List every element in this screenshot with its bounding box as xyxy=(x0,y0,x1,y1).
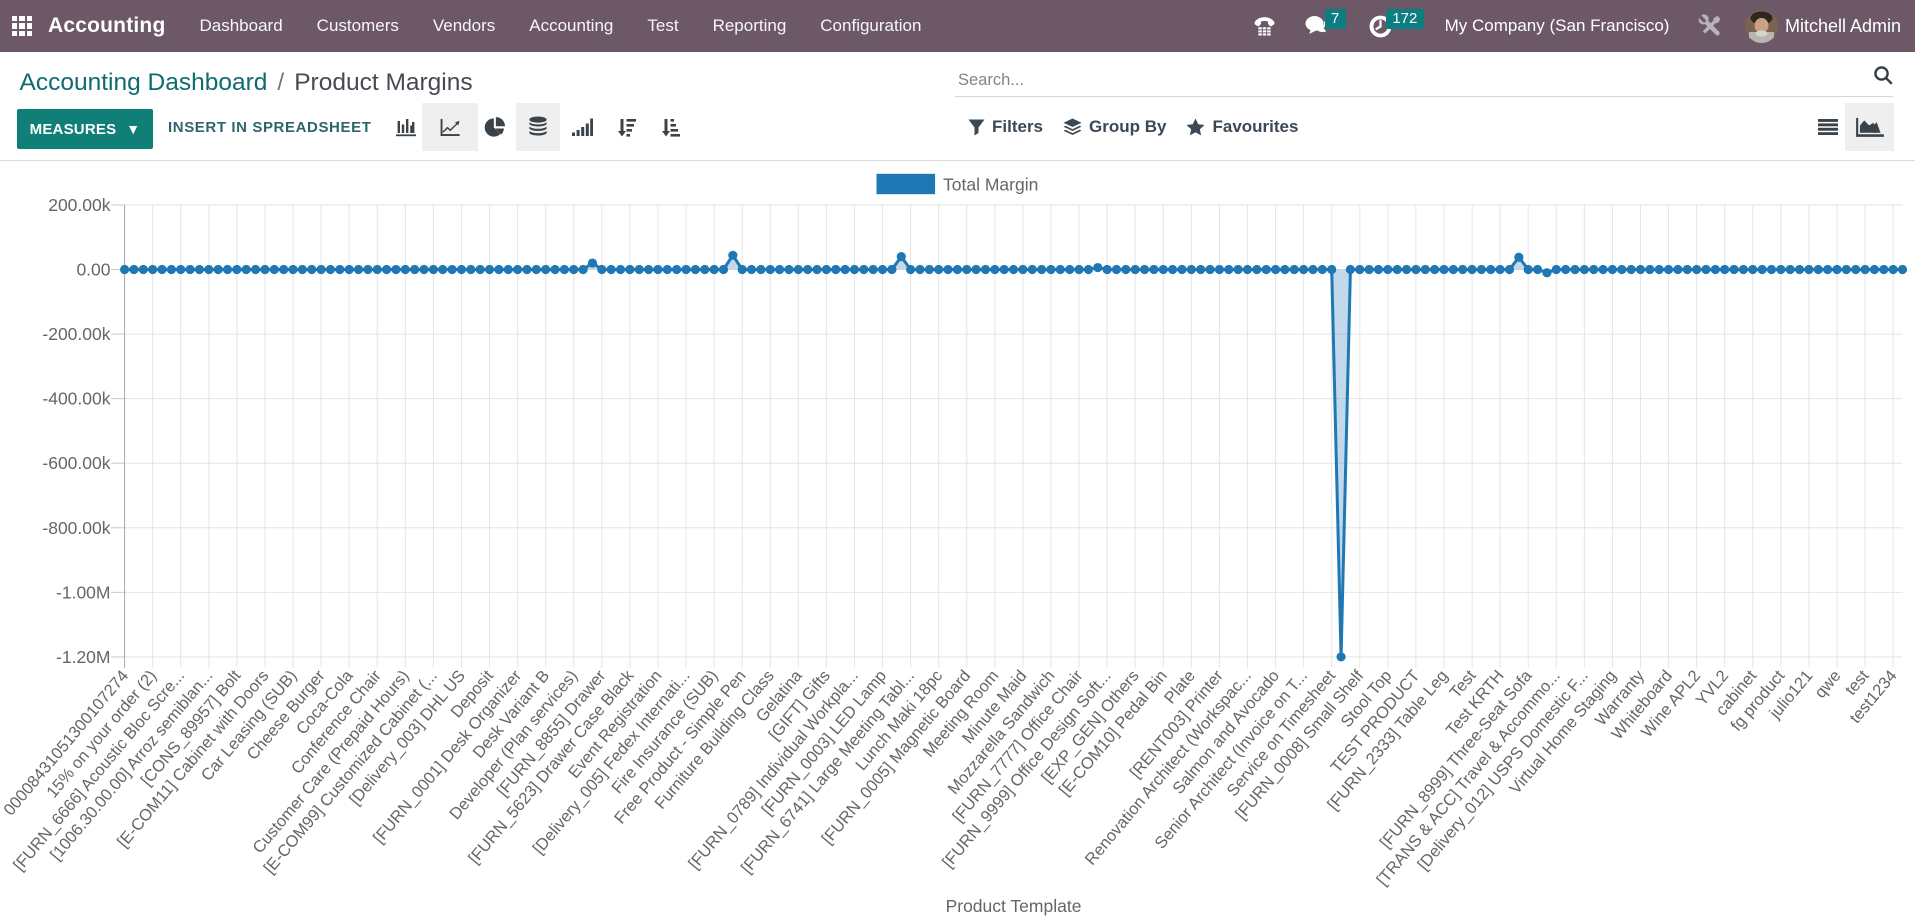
svg-text:200.00k: 200.00k xyxy=(48,195,111,215)
svg-text:Product Template: Product Template xyxy=(946,896,1082,916)
svg-text:qwe: qwe xyxy=(1811,667,1844,702)
svg-text:-200.00k: -200.00k xyxy=(42,324,110,344)
svg-text:-1.00M: -1.00M xyxy=(56,582,110,602)
svg-text:0.00: 0.00 xyxy=(76,260,110,280)
svg-text:Total Margin: Total Margin xyxy=(943,175,1038,195)
svg-text:-400.00k: -400.00k xyxy=(42,389,110,409)
svg-text:-600.00k: -600.00k xyxy=(42,453,110,473)
svg-text:-1.20M: -1.20M xyxy=(56,647,110,667)
svg-text:-800.00k: -800.00k xyxy=(42,518,110,538)
